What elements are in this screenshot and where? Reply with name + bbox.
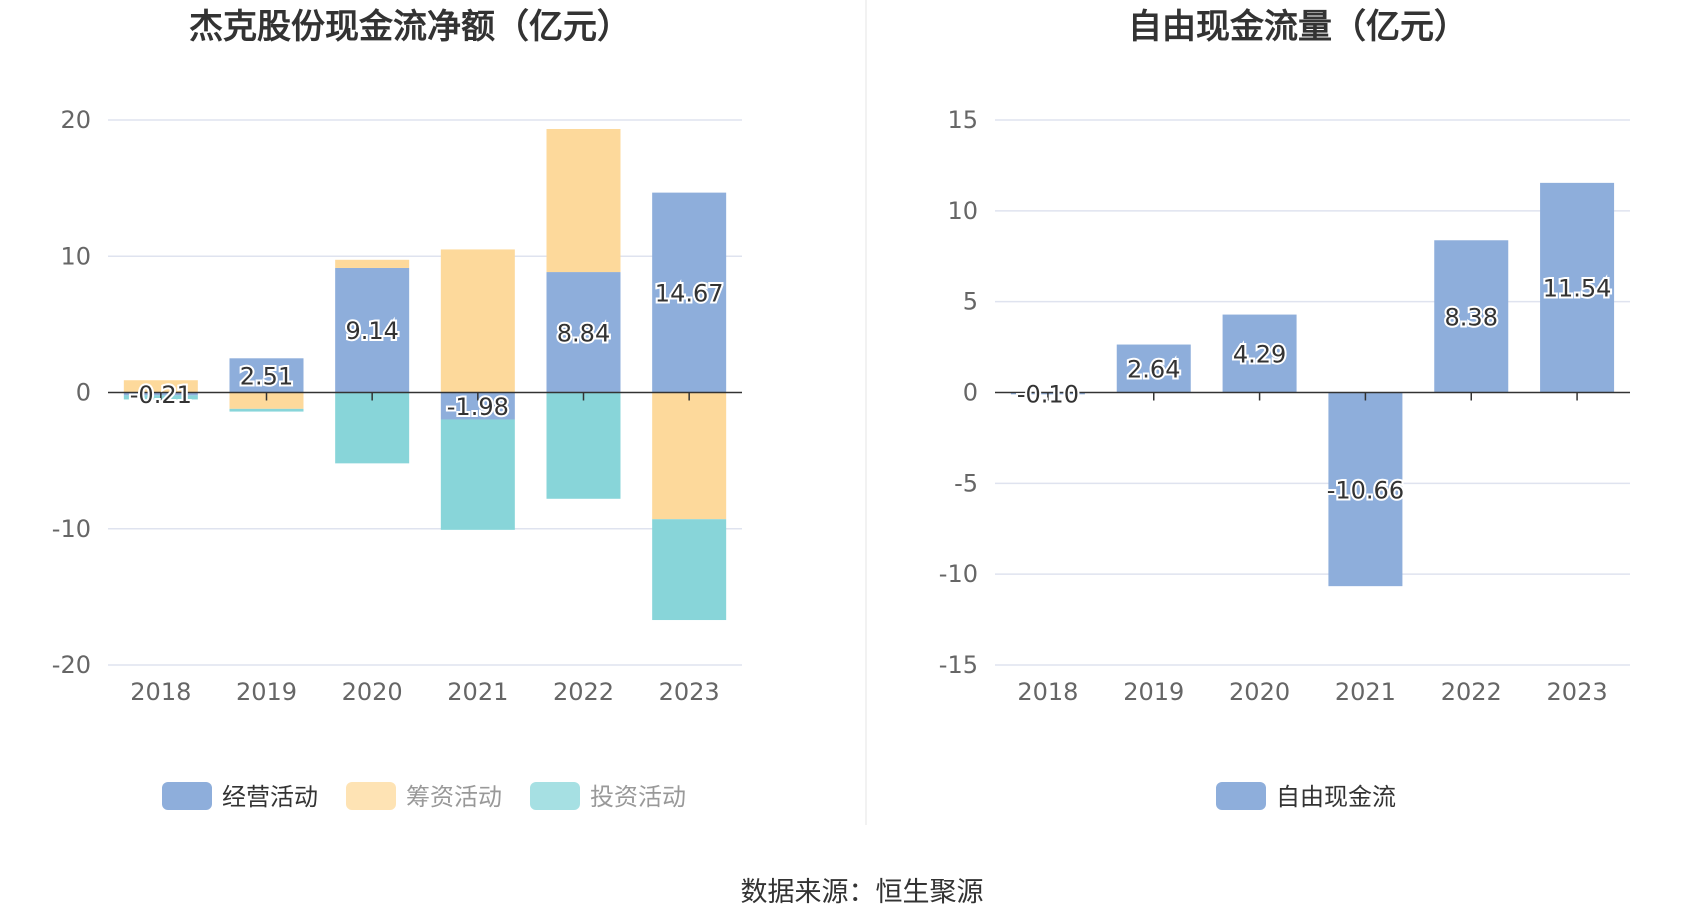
bar-primary: [546, 272, 621, 393]
bar-series-1: [652, 392, 727, 520]
bar-primary: [335, 267, 410, 393]
bar-series-2: [229, 408, 304, 412]
y-tick-label: 5: [963, 288, 978, 316]
x-tick-label: 2023: [659, 678, 720, 706]
data-label: 11.54: [1543, 275, 1612, 303]
legend-swatch: [162, 782, 212, 810]
x-tick-label: 2023: [1547, 678, 1608, 706]
data-label: 8.38: [1445, 303, 1498, 331]
y-tick-label: 20: [60, 106, 91, 134]
x-tick-label: 2022: [1441, 678, 1502, 706]
bar-primary: [1434, 240, 1509, 393]
legend-item[interactable]: 经营活动: [162, 782, 318, 811]
y-tick-label: 10: [947, 197, 978, 225]
bar-series-1: [440, 249, 515, 393]
x-tick-label: 2020: [342, 678, 403, 706]
legend-label: 经营活动: [222, 783, 318, 811]
data-label: 2.64: [1127, 356, 1180, 384]
x-tick-label: 2019: [236, 678, 297, 706]
bar-series-1: [123, 380, 198, 393]
source-note: 数据来源：恒生聚源: [741, 877, 984, 908]
data-label: -0.21: [130, 381, 192, 409]
bar-series-2: [440, 419, 515, 530]
y-tick-label: -10: [52, 515, 91, 543]
x-tick-label: 2021: [447, 678, 508, 706]
bar-series-1: [229, 392, 304, 409]
bar-primary: [1222, 314, 1297, 393]
data-label: 8.84: [557, 319, 610, 347]
bar-primary: [1328, 392, 1403, 587]
data-label: 14.67: [655, 280, 724, 308]
x-tick-label: 2019: [1123, 678, 1184, 706]
x-tick-label: 2018: [130, 678, 191, 706]
bar-series-1: [335, 259, 410, 268]
chart-title: 自由现金流量（亿元）: [1128, 7, 1468, 47]
data-label: -10.66: [1327, 476, 1404, 504]
y-tick-label: -15: [939, 651, 978, 679]
data-label: 4.29: [1233, 341, 1286, 369]
y-tick-label: 0: [76, 379, 91, 407]
bar-series-2: [335, 392, 410, 464]
legend-swatch: [346, 782, 396, 810]
x-tick-label: 2018: [1017, 678, 1078, 706]
chart-cash-flow-net: 杰克股份现金流净额（亿元） 20 10 0 -10 -20 2018 2019 2020 202…: [52, 7, 742, 811]
data-label: 9.14: [345, 317, 398, 345]
chart-free-cash-flow: 自由现金流量（亿元） 15 10 5 0 -5 -10 -15 2018 2019 2020 202…: [939, 7, 1630, 811]
legend-label: 投资活动: [590, 783, 686, 811]
data-label: -0.10: [1017, 380, 1079, 408]
y-tick-label: 10: [60, 242, 91, 270]
legend-label: 筹资活动: [406, 783, 502, 811]
y-tick-label: -10: [939, 560, 978, 588]
chart-title: 杰克股份现金流净额（亿元）: [189, 7, 631, 47]
x-tick-label: 2021: [1335, 678, 1396, 706]
legend-swatch: [530, 782, 580, 810]
x-tick-label: 2020: [1229, 678, 1290, 706]
legend-label: 自由现金流: [1276, 783, 1396, 811]
legend-swatch: [1216, 782, 1266, 810]
bar-series-1: [546, 128, 621, 273]
bar-series-2: [546, 392, 621, 499]
legend-item[interactable]: 筹资活动: [346, 782, 502, 811]
bar-primary: [229, 358, 304, 393]
legend-item[interactable]: 自由现金流: [1216, 782, 1396, 811]
y-tick-label: 15: [947, 106, 978, 134]
data-label: 2.51: [240, 362, 293, 390]
bar-primary: [652, 192, 727, 393]
bar-primary: [1540, 182, 1615, 393]
y-tick-label: -20: [52, 651, 91, 679]
y-tick-label: 0: [963, 379, 978, 407]
y-tick-label: -5: [954, 469, 978, 497]
legend-item[interactable]: 投资活动: [530, 782, 686, 811]
x-tick-label: 2022: [553, 678, 614, 706]
bar-primary: [1116, 344, 1191, 393]
bar-series-2: [652, 519, 727, 621]
data-label: -1.98: [447, 393, 509, 421]
